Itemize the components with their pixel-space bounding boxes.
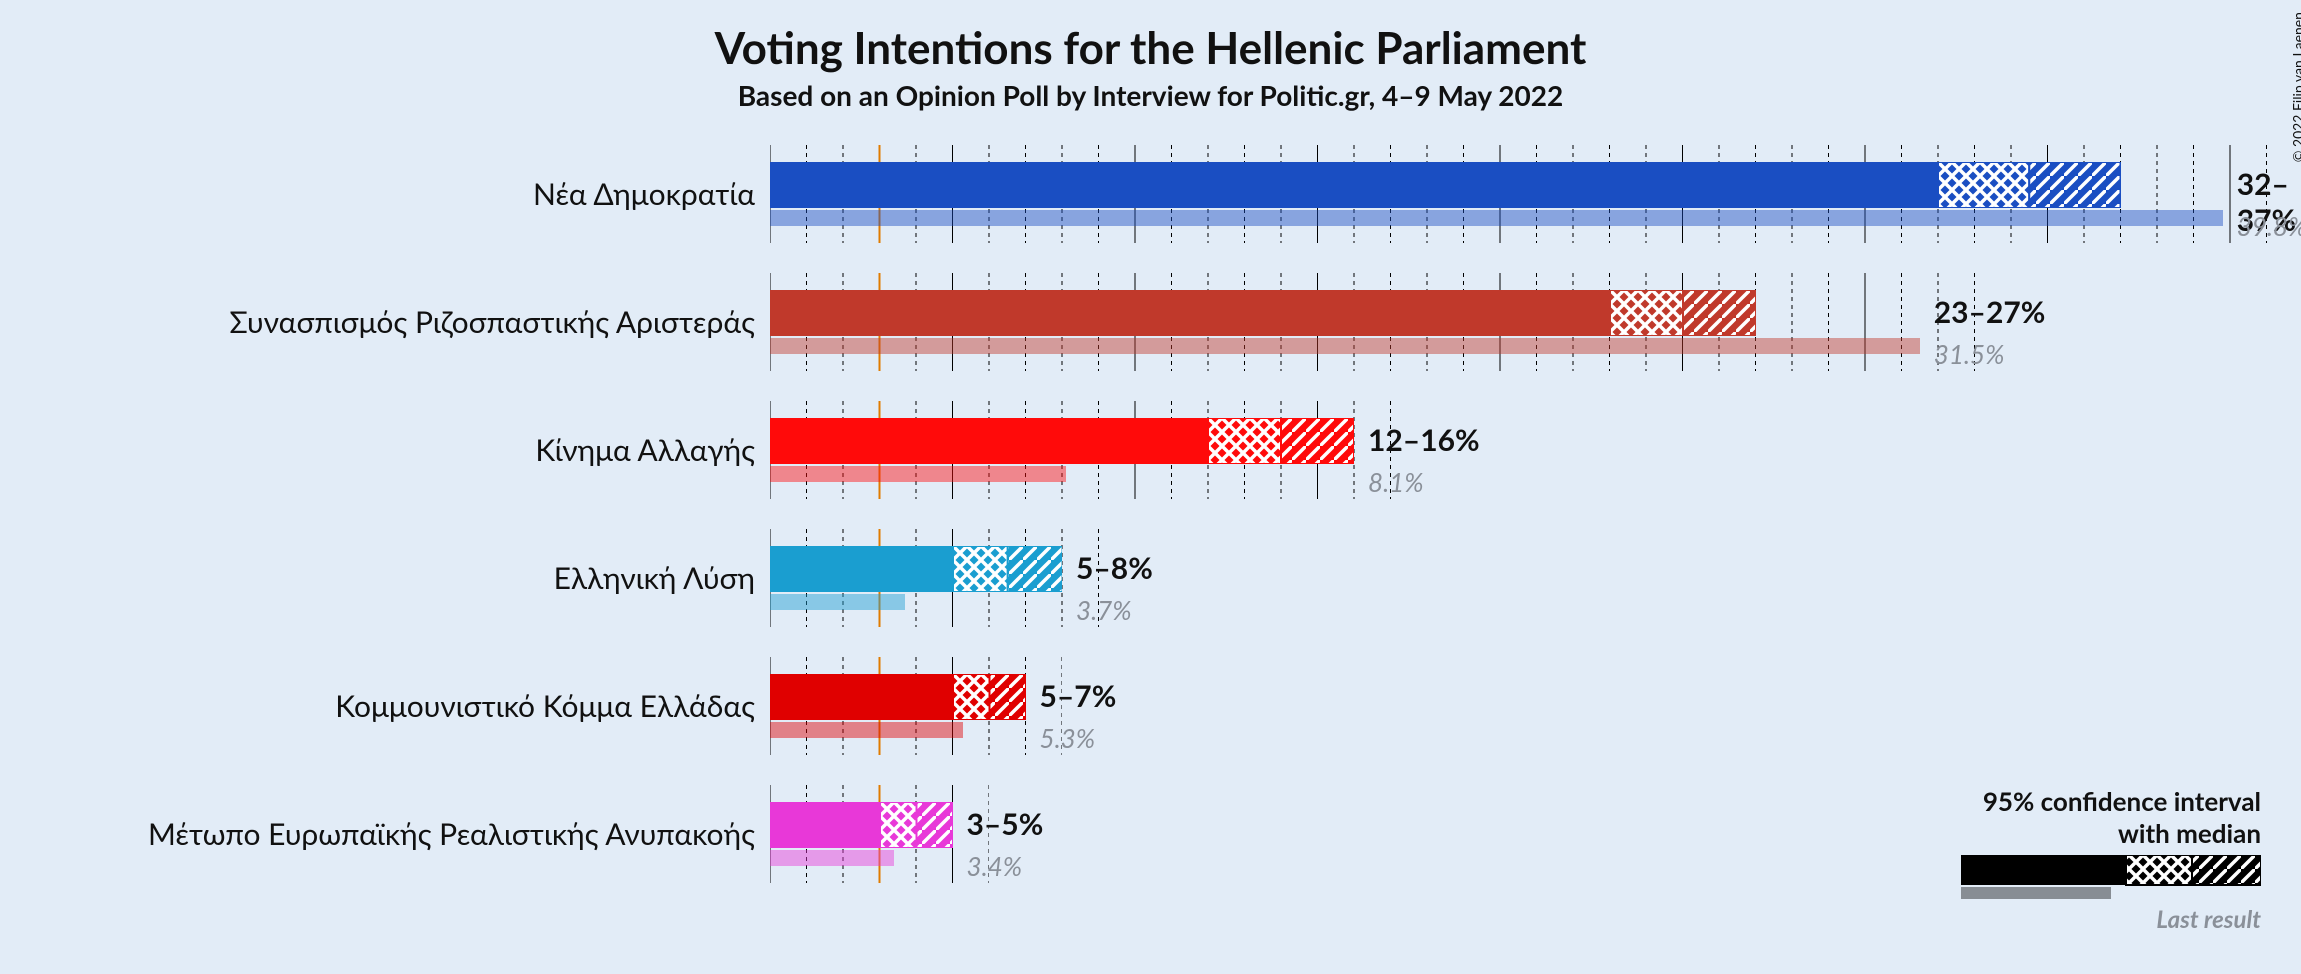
bar-last-result [770,210,2223,226]
range-label: 12–16% [1368,422,1480,458]
party-label: Κίνημα Αλλαγής [0,432,755,468]
copyright: © 2022 Filip van Laenen [2289,12,2301,162]
bar-last-result [770,594,905,610]
bar-ci [1938,162,2121,208]
bar-ci [1610,290,1756,336]
last-result-label: 5.3% [1040,722,1096,754]
range-label: 3–5% [967,806,1044,842]
legend-swatch [1961,855,2261,901]
last-result-label: 3.4% [967,850,1023,882]
legend-last-label: Last result [1921,905,2261,934]
chart-subtitle: Based on an Opinion Poll by Interview fo… [0,78,2301,112]
bar-solid [770,802,880,848]
bar-last-result [770,722,963,738]
range-label: 5–7% [1040,678,1117,714]
legend: 95% confidence interval with median Last… [1921,785,2261,934]
party-row: Ελληνική Λύση 5–8% 3.7% [0,514,2301,642]
bar-last-result [770,338,1920,354]
last-result-label: 3.7% [1076,594,1132,626]
party-row: Νέα Δημοκρατία32–37%39.8% [0,130,2301,258]
bar-solid [770,674,953,720]
bar-ci [953,546,1063,592]
bar-solid [770,162,1938,208]
legend-ci-label-2: with median [1921,817,2261,849]
chart-area: Νέα Δημοκρατία32–37%39.8%Συνασπισμός Ριζ… [0,130,2301,898]
party-label: Συνασπισμός Ριζοσπαστικής Αριστεράς [0,304,755,340]
legend-ci-label-1: 95% confidence interval [1921,785,2261,817]
bar-solid [770,418,1208,464]
party-row: Συνασπισμός Ριζοσπαστικής Αριστεράς 23–27… [0,258,2301,386]
bar-ci [1208,418,1354,464]
range-label: 23–27% [1934,294,2046,330]
last-result-label: 8.1% [1368,466,1424,498]
bar-solid [770,290,1610,336]
bar-solid [770,546,953,592]
last-result-label: 39.8% [2237,210,2301,242]
bar-ci [880,802,953,848]
bar-last-result [770,850,894,866]
chart-title: Voting Intentions for the Hellenic Parli… [0,22,2301,74]
last-result-label: 31.5% [1934,338,2005,370]
party-row: Κίνημα Αλλαγής 12–16% 8.1% [0,386,2301,514]
party-label: Κομμουνιστικό Κόμμα Ελλάδας [0,688,755,724]
range-label: 5–8% [1076,550,1153,586]
bar-ci [953,674,1026,720]
party-label: Ελληνική Λύση [0,560,755,596]
bar-last-result [770,466,1066,482]
party-label: Νέα Δημοκρατία [0,176,755,212]
party-row: Κομμουνιστικό Κόμμα Ελλάδας 5–7% 5.3% [0,642,2301,770]
party-label: Μέτωπο Ευρωπαϊκής Ρεαλιστικής Ανυπακοής [0,816,755,852]
